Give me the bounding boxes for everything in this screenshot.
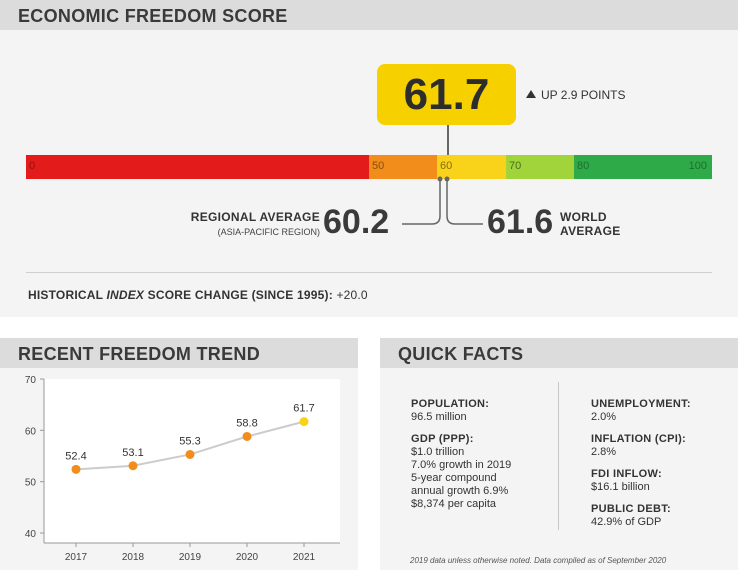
fact-gdp: GDP (PPP): $1.0 trillion 7.0% growth in … xyxy=(411,433,541,511)
scale-segment-70: 70 xyxy=(506,155,574,179)
x-tick-label: 2017 xyxy=(65,552,88,563)
trend-panel-header: RECENT FREEDOM TREND xyxy=(0,338,358,368)
fact-value: $16.1 billion xyxy=(591,481,650,493)
fact-label: FDI INFLOW: xyxy=(591,468,662,480)
data-label: 58.8 xyxy=(236,417,257,429)
world-average-value: 61.6 xyxy=(487,203,554,241)
facts-right-column: UNEMPLOYMENT: 2.0% INFLATION (CPI): 2.8%… xyxy=(591,398,721,538)
facts-column-divider xyxy=(558,382,559,530)
historical-suffix: SCORE CHANGE (SINCE 1995): xyxy=(144,288,337,302)
world-average-label: WORLD AVERAGE xyxy=(560,210,621,238)
fact-value: 96.5 million xyxy=(411,411,467,423)
fact-population: POPULATION: 96.5 million xyxy=(411,398,541,424)
scale-segment-0: 0 xyxy=(26,155,369,179)
x-tick-label: 2019 xyxy=(179,552,202,563)
fact-public-debt: PUBLIC DEBT: 42.9% of GDP xyxy=(591,503,721,529)
x-tick-label: 2021 xyxy=(293,552,316,563)
regional-average-title: REGIONAL AVERAGE xyxy=(190,210,320,224)
regional-average-value: 60.2 xyxy=(323,203,390,241)
fact-value: annual growth 6.9% xyxy=(411,485,509,497)
y-tick-label: 50 xyxy=(25,478,37,489)
trend-panel-title: RECENT FREEDOM TREND xyxy=(18,344,261,364)
data-label: 61.7 xyxy=(293,403,314,415)
fact-label: INFLATION (CPI): xyxy=(591,433,687,445)
scale-label-50: 50 xyxy=(372,160,385,172)
regional-average-subtitle: (ASIA-PACIFIC REGION) xyxy=(217,227,320,237)
y-tick-label: 70 xyxy=(25,375,37,386)
historical-value: +20.0 xyxy=(336,288,368,302)
up-triangle-icon xyxy=(526,90,536,98)
data-label: 52.4 xyxy=(65,450,86,462)
data-point xyxy=(71,464,81,474)
facts-footnote: 2019 data unless otherwise noted. Data c… xyxy=(410,556,667,565)
facts-panel xyxy=(380,368,738,570)
score-panel-header: ECONOMIC FREEDOM SCORE xyxy=(0,0,738,30)
fact-value: 5-year compound xyxy=(411,472,497,484)
average-connectors xyxy=(402,176,483,225)
plot-area xyxy=(44,379,340,543)
score-panel-title: ECONOMIC FREEDOM SCORE xyxy=(18,6,288,26)
score-pointer xyxy=(447,125,449,157)
fact-label: PUBLIC DEBT: xyxy=(591,503,671,515)
data-label: 55.3 xyxy=(179,435,200,447)
scale-label-60: 60 xyxy=(440,160,453,172)
score-scale: 0 50 60 70 80 100 xyxy=(26,155,712,179)
regional-average-label: REGIONAL AVERAGE (ASIA-PACIFIC REGION) xyxy=(191,210,320,237)
data-label: 53.1 xyxy=(122,447,143,459)
y-tick-label: 60 xyxy=(25,426,37,437)
scale-label-100: 100 xyxy=(688,160,707,172)
fact-value: $1.0 trillion xyxy=(411,446,465,458)
x-tick-label: 2018 xyxy=(122,552,145,563)
y-tick-label: 40 xyxy=(25,529,37,540)
scale-label-70: 70 xyxy=(509,160,522,172)
scale-segment-60: 60 xyxy=(437,155,506,179)
world-average-label-line1: WORLD xyxy=(560,210,607,224)
fact-value: $8,374 per capita xyxy=(411,498,497,510)
fact-unemployment: UNEMPLOYMENT: 2.0% xyxy=(591,398,721,424)
regional-connector xyxy=(402,179,441,225)
historical-change: HISTORICAL INDEX SCORE CHANGE (SINCE 199… xyxy=(28,288,368,302)
scale-label-80: 80 xyxy=(577,160,590,172)
score-change: UP 2.9 POINTS xyxy=(526,88,625,102)
data-point xyxy=(185,449,195,459)
score-value: 61.7 xyxy=(403,70,490,119)
fact-value: 2.8% xyxy=(591,446,617,458)
historical-index: INDEX xyxy=(106,288,145,302)
scale-segment-80: 80 100 xyxy=(574,155,712,179)
data-point xyxy=(242,431,252,441)
facts-left-column: POPULATION: 96.5 million GDP (PPP): $1.0… xyxy=(411,398,541,520)
fact-fdi-inflow: FDI INFLOW: $16.1 billion xyxy=(591,468,721,494)
world-average-label-line2: AVERAGE xyxy=(560,224,621,238)
divider xyxy=(26,272,712,273)
x-tick-label: 2020 xyxy=(236,552,259,563)
scale-segment-50: 50 xyxy=(369,155,437,179)
fact-value: 7.0% growth in 2019 xyxy=(411,459,512,471)
fact-value: 42.9% of GDP xyxy=(591,516,662,528)
fact-label: POPULATION: xyxy=(411,398,490,410)
regional-marker xyxy=(437,176,443,182)
facts-panel-title: QUICK FACTS xyxy=(398,344,524,364)
data-point xyxy=(128,461,138,471)
historical-prefix: HISTORICAL xyxy=(28,288,107,302)
fact-label: UNEMPLOYMENT: xyxy=(591,398,691,410)
fact-label: GDP (PPP): xyxy=(411,433,474,445)
world-connector xyxy=(446,179,483,225)
facts-panel-header: QUICK FACTS xyxy=(380,338,738,368)
data-point xyxy=(299,417,309,427)
trend-chart: 40 50 60 70 2017 2018 2019 2020 2021 52.4 53.1 55.3… xyxy=(25,375,340,563)
world-marker xyxy=(444,176,450,182)
fact-inflation: INFLATION (CPI): 2.8% xyxy=(591,433,721,459)
score-change-text: UP 2.9 POINTS xyxy=(541,88,626,102)
score-badge: 61.7 xyxy=(377,64,516,125)
scale-label-0: 0 xyxy=(29,160,36,172)
fact-value: 2.0% xyxy=(591,411,617,423)
